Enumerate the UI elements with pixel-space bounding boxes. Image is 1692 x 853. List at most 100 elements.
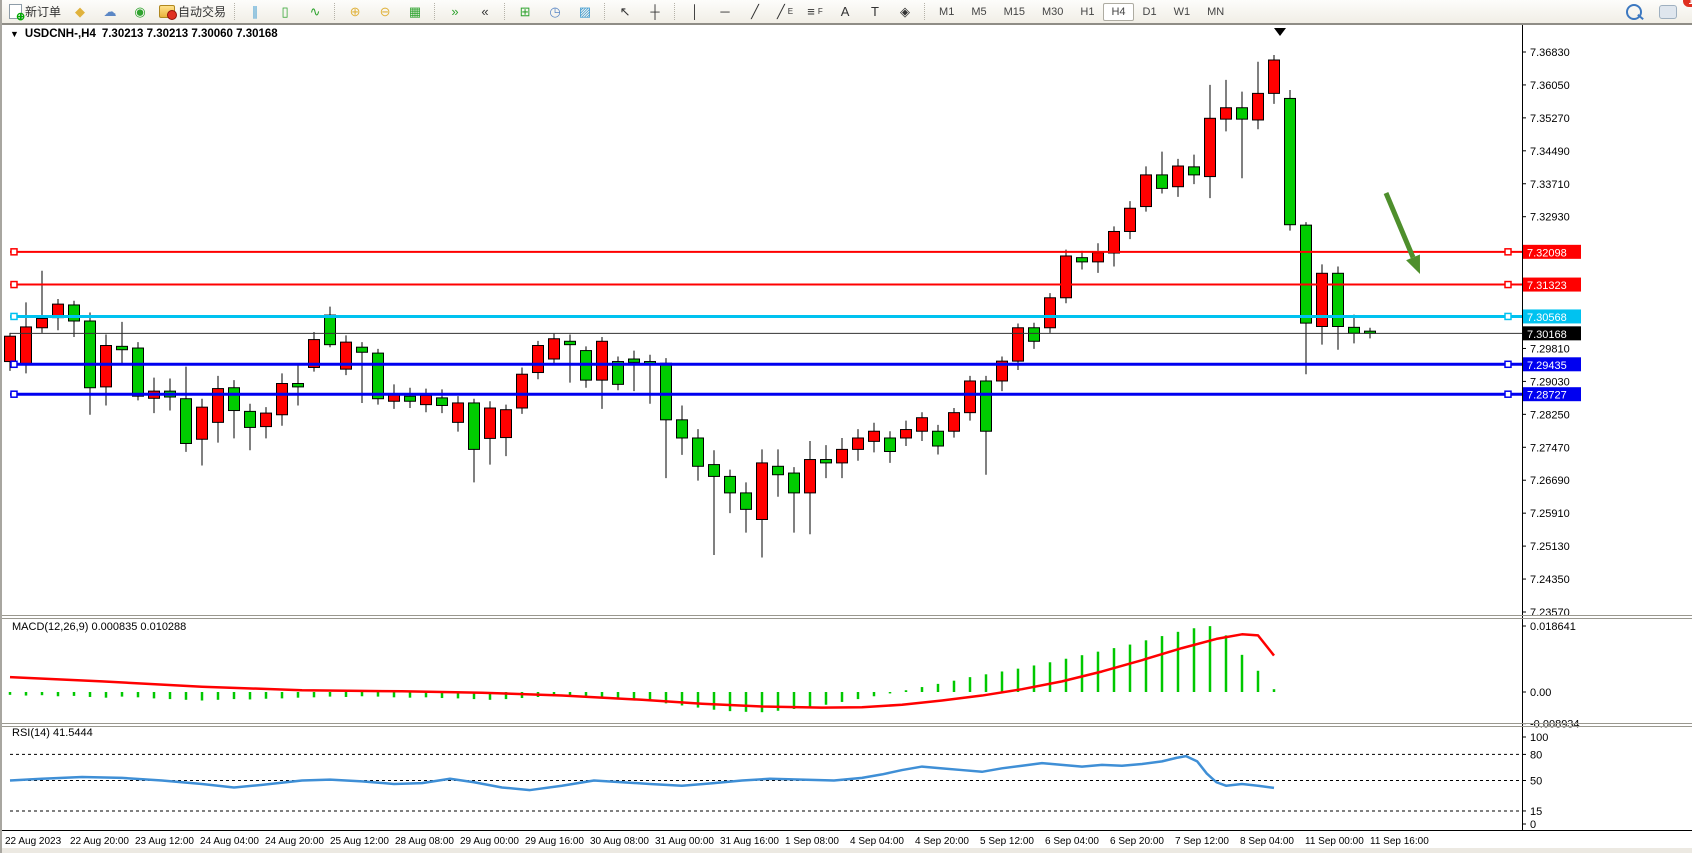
community-button[interactable]: ☁ [96, 2, 124, 22]
candle [1284, 97, 1296, 226]
line-handle[interactable] [10, 280, 18, 289]
signals-icon: ◉ [134, 4, 146, 19]
candle [740, 492, 752, 510]
templates-button[interactable]: ▨ [571, 2, 599, 22]
candle [900, 429, 912, 439]
zoom-out-icon: ⊖ [379, 4, 391, 19]
crosshair-button[interactable]: ┼ [641, 2, 669, 22]
timeframe-button-mn[interactable]: MN [1207, 5, 1225, 18]
candle [452, 402, 464, 423]
chart-shift-marker-icon[interactable] [1274, 28, 1286, 36]
fibonacci-button[interactable]: ≡ F [801, 2, 829, 22]
auto-scroll-button[interactable]: » [441, 2, 469, 22]
candle [948, 412, 960, 432]
trendline-button[interactable]: ╱ [741, 2, 769, 22]
signals-button[interactable]: ◉ [126, 2, 154, 22]
bar-chart-button[interactable]: ∥ [241, 2, 269, 22]
line-handle[interactable] [10, 360, 18, 369]
line-handle[interactable] [10, 312, 18, 321]
collapse-icon[interactable]: ▼ [10, 29, 19, 39]
timeframe-button-m30[interactable]: M30 [1042, 5, 1064, 18]
channel-button[interactable]: ╱ E [771, 2, 799, 22]
candle [84, 320, 96, 389]
candlestick-button[interactable]: ▯ [271, 2, 299, 22]
level-lines-layer[interactable] [10, 248, 1522, 398]
candle [612, 361, 624, 385]
line-handle[interactable] [1504, 390, 1512, 398]
timeframe-button-h4[interactable]: H4 [1103, 2, 1134, 21]
candle [852, 437, 864, 450]
text-tool-icon: A [840, 4, 850, 19]
tile-windows-button[interactable]: ▦ [401, 2, 429, 22]
annotation-arrow[interactable] [1383, 192, 1416, 259]
price-tick-label: 7.25130 [1530, 541, 1570, 553]
notifications-button[interactable]: 1 [1654, 0, 1692, 22]
candle [1124, 207, 1136, 232]
toolbox-button[interactable]: ◆ [66, 2, 94, 22]
indicators-button[interactable]: ⊞ [511, 2, 539, 22]
cursor-button[interactable]: ↖ [611, 2, 639, 22]
line-handle[interactable] [10, 248, 18, 256]
candle [532, 345, 544, 374]
timeframe-button-m1[interactable]: M1 [939, 5, 955, 18]
candle [324, 314, 336, 346]
chart-shift-button[interactable]: « [471, 2, 499, 22]
price-level-chip [1523, 357, 1581, 372]
time-axis-label: 31 Aug 00:00 [655, 836, 714, 847]
candle [660, 362, 672, 421]
candle [420, 394, 432, 406]
label-tool-icon: T [871, 4, 879, 19]
toolbar-separator [504, 3, 506, 20]
price-level-chip [1523, 277, 1581, 292]
price-level-chip-label: 7.30568 [1527, 312, 1567, 324]
autotrading-button[interactable]: 自动交易 [156, 2, 229, 22]
timeframe-button-d1[interactable]: D1 [1142, 5, 1157, 18]
toolbox-icon: ◆ [75, 4, 86, 19]
candle [1092, 252, 1104, 263]
cursor-icon: ↖ [619, 4, 631, 19]
vertical-line-button[interactable]: │ [681, 2, 709, 22]
line-handle[interactable] [1504, 312, 1512, 321]
chart-canvas[interactable]: 7.36830 7.36050 7.35270 7.34490 7.33710 7.329… [2, 24, 1692, 853]
price-tick-label: 7.29810 [1530, 343, 1570, 355]
timeframe-button-h1[interactable]: H1 [1080, 5, 1095, 18]
candle [1236, 107, 1248, 120]
line-chart-button[interactable]: ∿ [301, 2, 329, 22]
time-axis-label: 11 Sep 00:00 [1305, 836, 1364, 847]
candle [820, 459, 832, 464]
candle [964, 380, 976, 414]
price-tick-label: 7.27470 [1530, 442, 1570, 454]
line-handle[interactable] [1504, 360, 1512, 369]
time-axis-label: 24 Aug 20:00 [265, 836, 324, 847]
candle [916, 417, 928, 432]
line-handle[interactable] [10, 390, 18, 398]
timeframe-button-m15[interactable]: M15 [1003, 5, 1025, 18]
timeframe-button-w1[interactable]: W1 [1173, 5, 1191, 18]
search-button[interactable] [1620, 2, 1648, 22]
candle [212, 388, 224, 423]
periods-button[interactable]: ◷ [541, 2, 569, 22]
indicators-icon: ⊞ [519, 4, 531, 19]
zoom-out-button[interactable]: ⊖ [371, 2, 399, 22]
candle [676, 419, 688, 439]
new-order-button[interactable]: ⊕ 新订单 [6, 2, 64, 23]
timeframe-button-m5[interactable]: M5 [971, 5, 987, 18]
price-level-chip-label: 7.30168 [1527, 329, 1567, 341]
line-handle[interactable] [1504, 280, 1512, 289]
notification-badge: 1 [1683, 0, 1692, 7]
macd-panel: 0.018641 0.00 -0.008934 [2, 615, 1692, 731]
label-tool-button[interactable]: T [861, 2, 889, 22]
price-tick-label: 7.36050 [1530, 80, 1570, 92]
time-axis-label: 24 Aug 04:00 [200, 836, 259, 847]
horizontal-line-button[interactable]: ─ [711, 2, 739, 22]
annotation-arrow-head [1406, 254, 1420, 274]
line-handle[interactable] [1504, 248, 1512, 256]
autotrading-off-dot [167, 10, 178, 20]
vertical-line-icon: │ [690, 4, 700, 19]
toolbar-separator [924, 3, 926, 20]
arrows-tool-button[interactable]: ◈ [891, 2, 919, 22]
zoom-in-button[interactable]: ⊕ [341, 2, 369, 22]
candle [228, 387, 240, 412]
time-axis-label: 6 Sep 04:00 [1045, 836, 1099, 847]
text-tool-button[interactable]: A [831, 2, 859, 22]
